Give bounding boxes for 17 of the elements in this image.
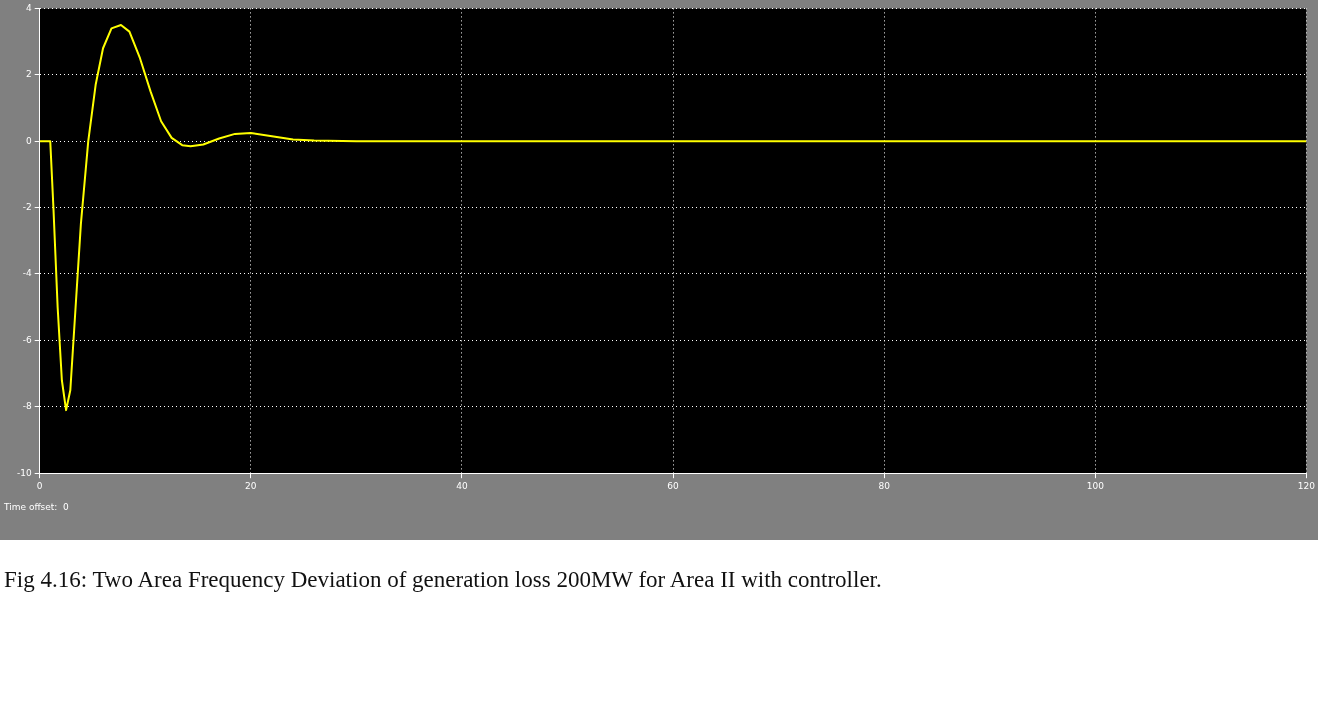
y-tick-label: -6 bbox=[22, 334, 32, 345]
y-tick-label: 2 bbox=[25, 69, 32, 80]
x-tick-label: 100 bbox=[1086, 480, 1105, 491]
x-tick-label: 20 bbox=[245, 480, 257, 491]
y-tick-label: -8 bbox=[22, 401, 32, 412]
text: Time offset: 0 bbox=[3, 502, 70, 513]
y-tick-label: -4 bbox=[22, 268, 32, 279]
x-tick-label: 40 bbox=[456, 480, 468, 491]
caption: Fig 4.16: Two Area Frequency Deviation of generation loss 200MW for Area II with controller. bbox=[4, 566, 883, 594]
y-tick-label: 4 bbox=[25, 2, 32, 13]
y-tick-label: -10 bbox=[17, 467, 32, 478]
x-tick-label: 0 bbox=[36, 480, 43, 491]
x-tick-label: 120 bbox=[1297, 480, 1316, 491]
y-tick-label: -2 bbox=[22, 201, 32, 212]
x-tick-label: 60 bbox=[667, 480, 680, 491]
x-tick-label: 80 bbox=[878, 480, 891, 491]
y-tick-label: 0 bbox=[25, 135, 32, 146]
